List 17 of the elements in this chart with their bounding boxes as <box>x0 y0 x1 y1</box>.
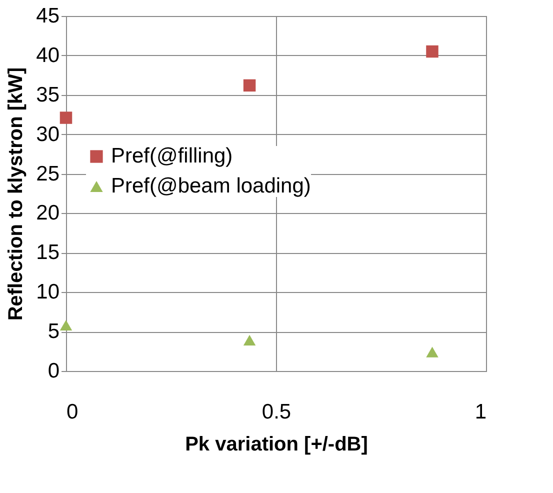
y-tick-label: 40 <box>36 44 60 67</box>
x-tick-label: 1 <box>474 400 486 424</box>
legend-label: Pref(@beam loading) <box>111 174 311 198</box>
y-tick-label: 30 <box>36 122 60 146</box>
y-tick-label: 5 <box>48 320 60 344</box>
y-tick-label: 15 <box>36 241 60 264</box>
y-tick-label: 0 <box>48 360 60 382</box>
x-tick-label: 0 <box>66 400 78 424</box>
y-tick-label: 45 <box>36 4 60 28</box>
legend-label: Pref(@filling) <box>111 144 233 168</box>
y-tick-label: 10 <box>36 280 60 304</box>
y-tick-label: 35 <box>36 83 60 106</box>
y-tick-label: 25 <box>36 162 60 186</box>
x-axis-title: Pk variation [+/-dB] <box>185 434 368 456</box>
y-tick-label: 20 <box>36 202 60 225</box>
y-axis-title: Reflection to klystron [kW] <box>5 67 28 321</box>
x-tick-label: 0.5 <box>262 400 292 424</box>
